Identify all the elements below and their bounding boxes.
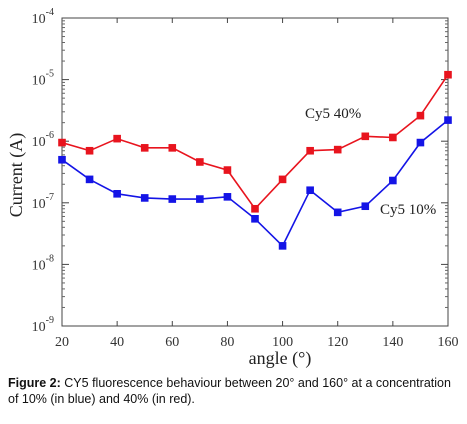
y-tick-label: 10-5: [32, 69, 54, 89]
y-tick-label: 10-9: [32, 315, 54, 335]
data-point-marker: [361, 132, 370, 141]
data-point-marker: [196, 195, 204, 203]
data-point-marker: [251, 214, 259, 223]
data-point-marker: [251, 204, 259, 213]
x-tick-label: 60: [165, 335, 179, 350]
data-point-marker: [223, 166, 232, 174]
caption-label: Figure 2:: [8, 376, 61, 390]
data-point-marker: [58, 138, 66, 147]
figure-caption: Figure 2: CY5 fluorescence behaviour bet…: [8, 375, 463, 407]
axis-ticks: 20 40 60 80 100 120 140 160 10-9 10-8 10-7 10-6 10-5…: [32, 7, 459, 350]
x-tick-label: 20: [55, 335, 69, 350]
data-point-marker: [416, 138, 425, 147]
y-tick-label: 10-6: [32, 130, 54, 150]
data-point-marker: [58, 155, 66, 164]
data-point-marker: [278, 242, 287, 250]
plot-area: [61, 17, 449, 327]
data-point-marker: [113, 189, 121, 198]
y-tick-label: 10-4: [32, 7, 54, 27]
x-axis-label: angle (°): [249, 348, 312, 369]
data-point-marker: [333, 145, 342, 154]
series-layer: [58, 70, 452, 250]
data-point-marker: [140, 194, 149, 202]
x-tick-label: 80: [220, 335, 234, 350]
x-tick-label: 100: [272, 335, 293, 350]
data-point-marker: [113, 134, 121, 143]
y-tick-label: 10-7: [32, 192, 54, 212]
data-point-marker: [85, 146, 94, 155]
data-point-marker: [306, 186, 314, 195]
data-point-marker: [85, 175, 94, 184]
data-point-marker: [416, 111, 425, 120]
data-point-marker: [306, 146, 314, 155]
data-point-marker: [389, 133, 397, 142]
data-point-marker: [389, 176, 397, 185]
data-point-marker: [278, 175, 287, 184]
series-label-cy5-10: Cy5 10%: [380, 202, 436, 218]
data-point-marker: [140, 144, 149, 152]
data-point-marker: [223, 193, 232, 201]
plot-border: [61, 17, 449, 327]
data-point-marker: [444, 70, 452, 79]
data-point-marker: [196, 158, 204, 166]
series-label-cy5-40: Cy5 40%: [305, 106, 361, 122]
data-point-marker: [444, 116, 452, 124]
data-point-marker: [168, 195, 177, 203]
x-tick-label: 40: [110, 335, 124, 350]
data-point-marker: [333, 208, 342, 217]
x-tick-label: 160: [438, 335, 459, 350]
y-tick-label: 10-8: [32, 253, 54, 273]
data-point-marker: [168, 144, 177, 152]
y-axis-label: Current (A): [6, 133, 27, 217]
data-point-marker: [361, 202, 370, 211]
caption-text: CY5 fluorescence behaviour between 20° a…: [8, 376, 451, 406]
x-tick-label: 140: [382, 335, 403, 350]
x-tick-label: 120: [327, 335, 348, 350]
